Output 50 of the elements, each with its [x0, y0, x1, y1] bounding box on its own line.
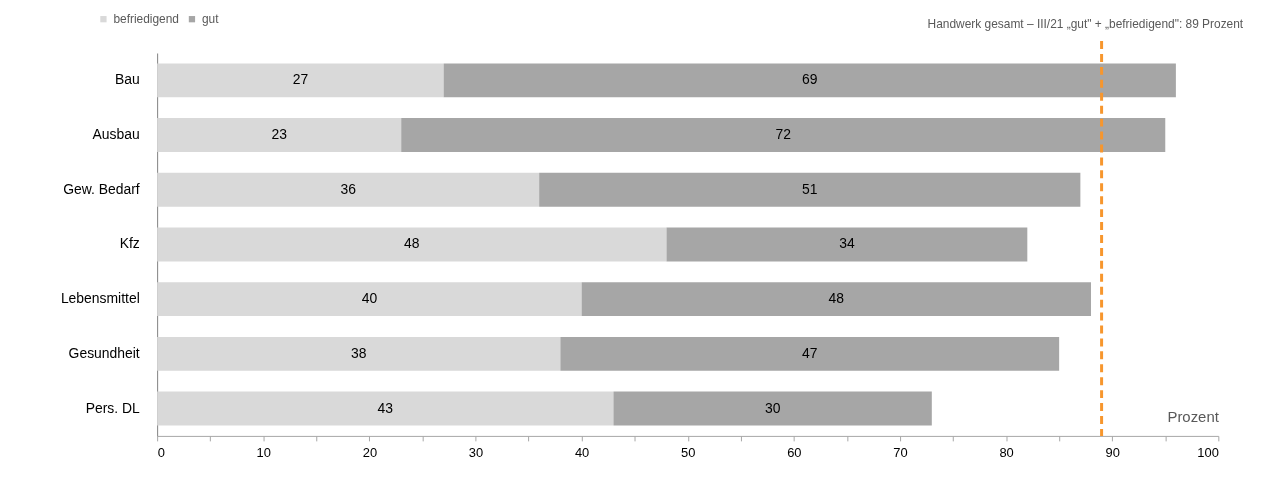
x-tick-label: 10 — [256, 445, 271, 461]
bar — [157, 63, 444, 98]
y-tick-label: Pers. DL — [85, 399, 140, 416]
bar — [157, 227, 667, 262]
y-tick-label: Lebensmittel — [60, 290, 140, 307]
data-label: 30 — [764, 399, 781, 416]
x-tick-label: 40 — [574, 445, 590, 461]
data-label: 43 — [377, 399, 394, 416]
data-label: 27 — [292, 71, 309, 88]
y-tick-label: Gesundheit — [68, 344, 140, 361]
x-tick-label: 0 — [157, 445, 165, 461]
y-tick-label: Kfz — [119, 235, 140, 252]
x-tick-label: 50 — [681, 445, 696, 461]
bar — [613, 391, 932, 426]
x-tick-label: 70 — [893, 445, 908, 461]
y-tick-label: Ausbau — [92, 126, 140, 143]
legend-label: gut — [201, 12, 220, 27]
x-axis-title: Prozent — [1167, 409, 1220, 426]
x-tick-label: 90 — [1105, 445, 1120, 461]
bar — [401, 118, 1166, 152]
data-label: 48 — [828, 290, 845, 307]
bar — [560, 336, 1060, 371]
data-label: 36 — [340, 180, 357, 197]
bar — [443, 63, 1176, 98]
ref-line-label: Handwerk gesamt – III/21 „gut" + „befriedigend": 89 Prozent — [927, 17, 1244, 32]
x-tick-label: 20 — [362, 445, 378, 461]
bar — [157, 172, 540, 207]
bar — [157, 118, 402, 152]
data-label: 23 — [271, 126, 288, 143]
bar — [581, 282, 1091, 317]
x-tick-label: 80 — [999, 445, 1014, 461]
legend-label: befriedigend — [113, 12, 179, 27]
data-label: 34 — [839, 235, 855, 252]
x-tick-label: 100 — [1197, 445, 1219, 461]
data-label: 72 — [775, 126, 792, 143]
data-label: 38 — [351, 344, 367, 361]
bar — [157, 282, 582, 317]
data-label: 48 — [404, 235, 420, 252]
bar — [157, 391, 614, 426]
x-tick-label: 30 — [468, 445, 484, 461]
bar — [157, 336, 561, 371]
x-tick-label: 60 — [787, 445, 802, 461]
data-label: 51 — [802, 180, 818, 197]
y-tick-label: Gew. Bedarf — [63, 180, 140, 197]
data-label: 40 — [361, 290, 378, 307]
bar — [666, 227, 1028, 262]
y-tick-label: Bau — [114, 71, 140, 88]
bar — [539, 172, 1081, 207]
data-label: 47 — [802, 344, 818, 361]
data-label: 69 — [802, 71, 818, 88]
